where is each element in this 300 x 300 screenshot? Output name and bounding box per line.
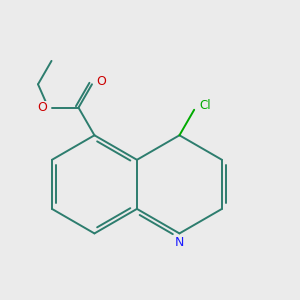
- Text: Cl: Cl: [199, 99, 211, 112]
- Text: N: N: [175, 236, 184, 249]
- Text: O: O: [38, 101, 48, 114]
- Text: O: O: [96, 75, 106, 88]
